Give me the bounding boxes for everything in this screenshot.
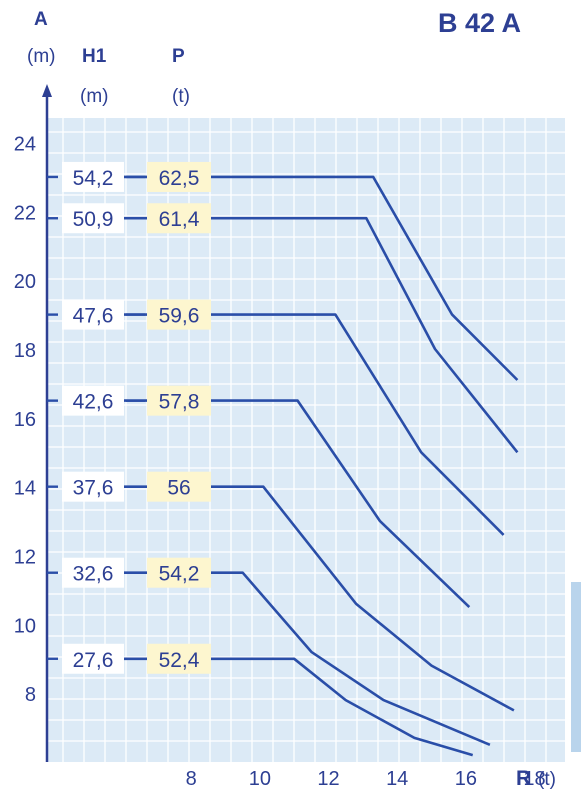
y-tick-label: 18 — [14, 340, 36, 362]
p-label-box — [147, 385, 211, 416]
curves — [122, 175, 519, 757]
y-tick-label: 16 — [14, 409, 36, 431]
p-value-label: 52,4 — [159, 649, 200, 672]
p-value-label: 61,4 — [159, 208, 200, 231]
h1-label-box — [62, 299, 124, 330]
y-tick-label: 10 — [14, 615, 36, 637]
h1-label-box — [62, 643, 124, 674]
y-tick-label: 24 — [14, 134, 36, 156]
series-labels: 54,2 62,5 50,9 61,4 47,6 59,6 42,6 57,8 37,6 56 32… — [47, 161, 211, 674]
p-label-box — [147, 643, 211, 674]
h1-value-label: 47,6 — [73, 305, 114, 328]
load-curve-7 — [122, 657, 474, 757]
x-tick-label: 16 — [455, 768, 477, 790]
load-curve-2 — [122, 216, 519, 454]
p-value-label: 62,5 — [159, 167, 200, 190]
p-value-label: 57,8 — [159, 391, 200, 414]
p-label-box — [147, 557, 211, 588]
y-tick-label: 14 — [14, 478, 36, 500]
model-title: B 42 A — [438, 8, 521, 38]
h1-value-label: 54,2 — [73, 167, 114, 190]
h1-value-label: 37,6 — [73, 477, 114, 500]
x-ticks: 8 10 12 14 16 18 — [186, 768, 546, 790]
x-tick-label: 10 — [249, 768, 271, 790]
x-tick-label: 12 — [317, 768, 339, 790]
right-edge-tab — [571, 582, 581, 752]
x-tick-label: 18 — [523, 768, 545, 790]
y-axis-unit: (m) — [27, 46, 55, 67]
h1-value-label: 42,6 — [73, 391, 114, 414]
p-value-label: 59,6 — [159, 305, 200, 328]
y-tick-label: 12 — [14, 547, 36, 569]
h1-label-box — [62, 385, 124, 416]
p-label-box — [147, 299, 211, 330]
load-curve-5 — [122, 485, 515, 712]
p-value-label: 54,2 — [159, 563, 200, 586]
p-column-unit: (t) — [172, 86, 190, 107]
h1-label-box — [62, 161, 124, 192]
y-tick-label: 20 — [14, 271, 36, 293]
x-tick-label: 14 — [386, 768, 408, 790]
h1-label-box — [62, 203, 124, 234]
load-curve-1 — [122, 175, 519, 381]
p-label-box — [147, 203, 211, 234]
h1-label-box — [62, 471, 124, 502]
x-tick-label: 8 — [186, 768, 197, 790]
y-tick-label: 22 — [14, 202, 36, 224]
y-ticks: 8 10 12 14 16 18 20 22 24 — [14, 134, 36, 707]
y-axis-arrow-icon — [42, 84, 52, 97]
p-value-label: 56 — [167, 477, 190, 500]
h1-label-box — [62, 557, 124, 588]
load-curve-3 — [122, 313, 505, 536]
y-tick-label: 8 — [25, 684, 36, 706]
h1-column-letter: H1 — [82, 46, 107, 67]
plot-background — [47, 118, 565, 762]
x-axis-letter: R — [516, 767, 531, 790]
p-column-letter: P — [172, 46, 185, 67]
x-axis-unit: (t) — [538, 769, 556, 790]
y-axis-letter: A — [34, 9, 48, 30]
h1-value-label: 50,9 — [73, 208, 114, 231]
p-label-box — [147, 471, 211, 502]
h1-column-unit: (m) — [80, 86, 108, 107]
h1-value-label: 27,6 — [73, 649, 114, 672]
p-label-box — [147, 161, 211, 192]
h1-value-label: 32,6 — [73, 563, 114, 586]
